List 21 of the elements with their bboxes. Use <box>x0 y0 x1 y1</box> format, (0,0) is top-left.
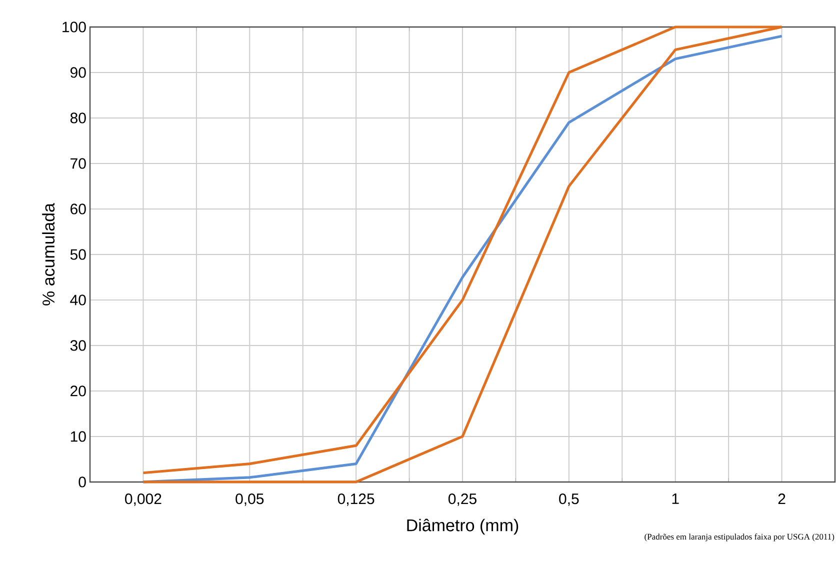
x-tick-label: 2 <box>778 494 786 504</box>
y-tick-label: 40 <box>70 294 86 306</box>
y-tick-label: 60 <box>70 204 86 214</box>
x-tick-label: 0,25 <box>448 494 476 506</box>
y-tick-label: 10 <box>70 431 86 442</box>
x-tick-label: 0,5 <box>559 494 579 506</box>
y-tick-label: 90 <box>70 67 86 78</box>
y-tick-label: 20 <box>70 386 86 396</box>
y-tick-label: 70 <box>70 158 86 169</box>
x-tick-label: 0,125 <box>338 494 374 506</box>
y-tick-label: 50 <box>70 249 86 260</box>
text: (Padrões em laranja estipulados faixa por USGA (2011) <box>644 534 834 542</box>
y-axis-title: % acumulada <box>42 203 55 306</box>
y-tick-label: 0 <box>78 476 86 488</box>
y-tick-label: 100 <box>62 22 86 32</box>
x-axis-title: Diâmetro (mm) <box>407 518 518 535</box>
x-tick-label: 0,05 <box>236 494 264 506</box>
x-tick-label: 0,002 <box>125 494 162 506</box>
y-tick-label: 30 <box>70 340 86 351</box>
y-tick-label: 80 <box>70 112 86 124</box>
x-tick-label: 1 <box>672 494 679 504</box>
